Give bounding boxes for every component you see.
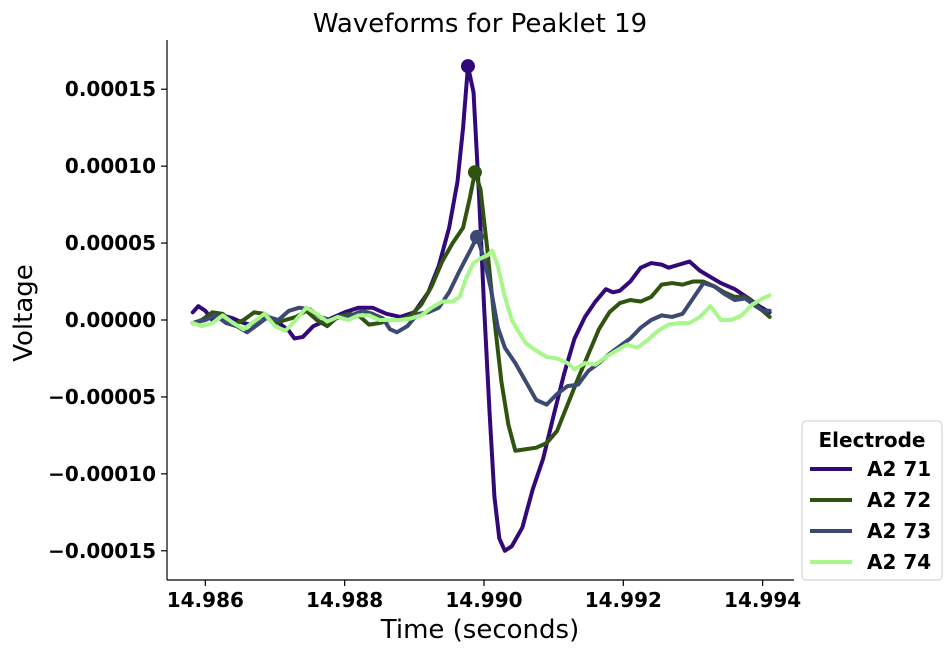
y-tick-label: −0.00015	[48, 539, 156, 563]
legend-items: A2 71 A2 72 A2 73 A2 74	[810, 457, 931, 574]
legend-label: A2 74	[867, 550, 931, 574]
y-tick-label: −0.00005	[48, 385, 156, 409]
y-tick-label: −0.00010	[48, 462, 156, 486]
y-tick-label: 0.00015	[65, 77, 156, 101]
legend: Electrode A2 71 A2 72 A2 73 A2 74	[801, 420, 943, 581]
legend-label: A2 71	[867, 457, 931, 481]
x-tick-label: 14.994	[724, 588, 801, 612]
legend-title: Electrode	[819, 428, 926, 452]
legend-label: A2 72	[867, 488, 931, 512]
x-tick-label: 14.990	[445, 588, 522, 612]
peak-marker-1	[460, 59, 475, 74]
y-axis-label: Voltage	[9, 264, 39, 362]
series-line-1	[190, 64, 772, 553]
y-tick-label: 0.00000	[65, 308, 156, 332]
y-tick-label: 0.00005	[65, 231, 156, 255]
x-axis-label: Time (seconds)	[380, 615, 579, 645]
x-tick-label: 14.988	[306, 588, 383, 612]
y-tick-label: 0.00010	[65, 154, 156, 178]
peak-marker-2	[467, 165, 482, 180]
series-line-4	[190, 248, 772, 372]
x-tick-label: 14.986	[167, 588, 244, 612]
x-tick-label: 14.992	[585, 588, 662, 612]
chart-title: Waveforms for Peaklet 19	[313, 9, 647, 39]
plot-area: 14.986 14.988 14.990 14.992 14.994 0.00015 0.0…	[48, 40, 801, 612]
legend-label: A2 73	[867, 519, 931, 543]
series-line-2	[190, 170, 772, 453]
legend-frame	[801, 420, 943, 581]
peak-marker-3	[470, 229, 485, 244]
